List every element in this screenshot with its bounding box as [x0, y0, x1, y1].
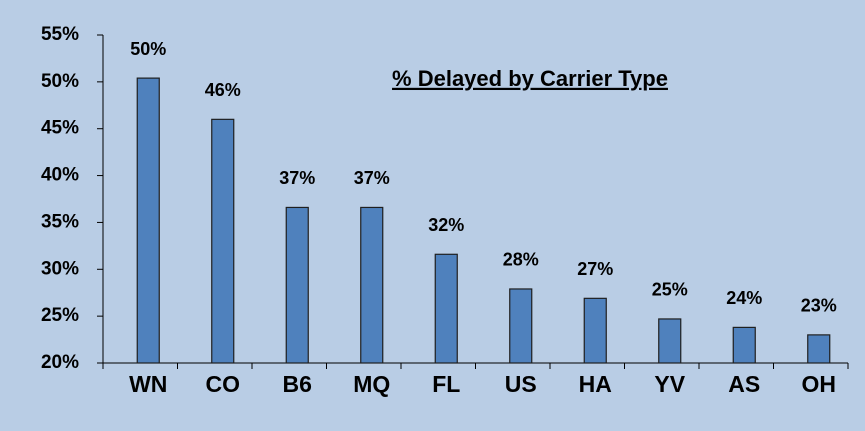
value-label: 50%	[130, 39, 166, 59]
value-label: 25%	[652, 280, 688, 300]
bar	[285, 206, 309, 364]
y-tick-label: 40%	[41, 165, 79, 186]
value-label: 27%	[577, 259, 613, 279]
x-tick-label: WN	[129, 371, 167, 397]
y-tick-label: 55%	[41, 24, 79, 45]
x-tick-label: CO	[206, 371, 241, 397]
x-tick-label: FL	[432, 371, 460, 397]
y-tick-label: 25%	[41, 305, 79, 326]
bar	[658, 318, 682, 364]
y-tick-label: 45%	[41, 118, 79, 139]
x-tick-label: US	[505, 371, 537, 397]
value-label: 46%	[205, 80, 241, 100]
bar	[583, 297, 607, 364]
bar	[136, 77, 160, 364]
value-label: 37%	[279, 168, 315, 188]
y-tick-label: 50%	[41, 71, 79, 92]
y-tick-label: 20%	[41, 352, 79, 373]
value-label: 37%	[354, 168, 390, 188]
x-tick-label: AS	[728, 371, 760, 397]
value-label: 24%	[726, 288, 762, 308]
bar	[509, 288, 533, 364]
bar	[434, 253, 458, 364]
y-tick-label: 35%	[41, 211, 79, 232]
value-label: 32%	[428, 215, 464, 235]
bar	[211, 118, 235, 364]
x-tick-label: OH	[802, 371, 837, 397]
x-tick-label: MQ	[353, 371, 390, 397]
value-label: 28%	[503, 250, 539, 270]
y-tick-label: 30%	[41, 258, 79, 279]
bar	[732, 326, 756, 364]
x-tick-label: B6	[283, 371, 312, 397]
x-tick-label: YV	[654, 371, 685, 397]
bar	[360, 206, 384, 364]
bar	[807, 334, 831, 364]
chart-title: % Delayed by Carrier Type	[392, 66, 668, 91]
x-tick-label: HA	[579, 371, 612, 397]
value-label: 23%	[801, 296, 837, 316]
